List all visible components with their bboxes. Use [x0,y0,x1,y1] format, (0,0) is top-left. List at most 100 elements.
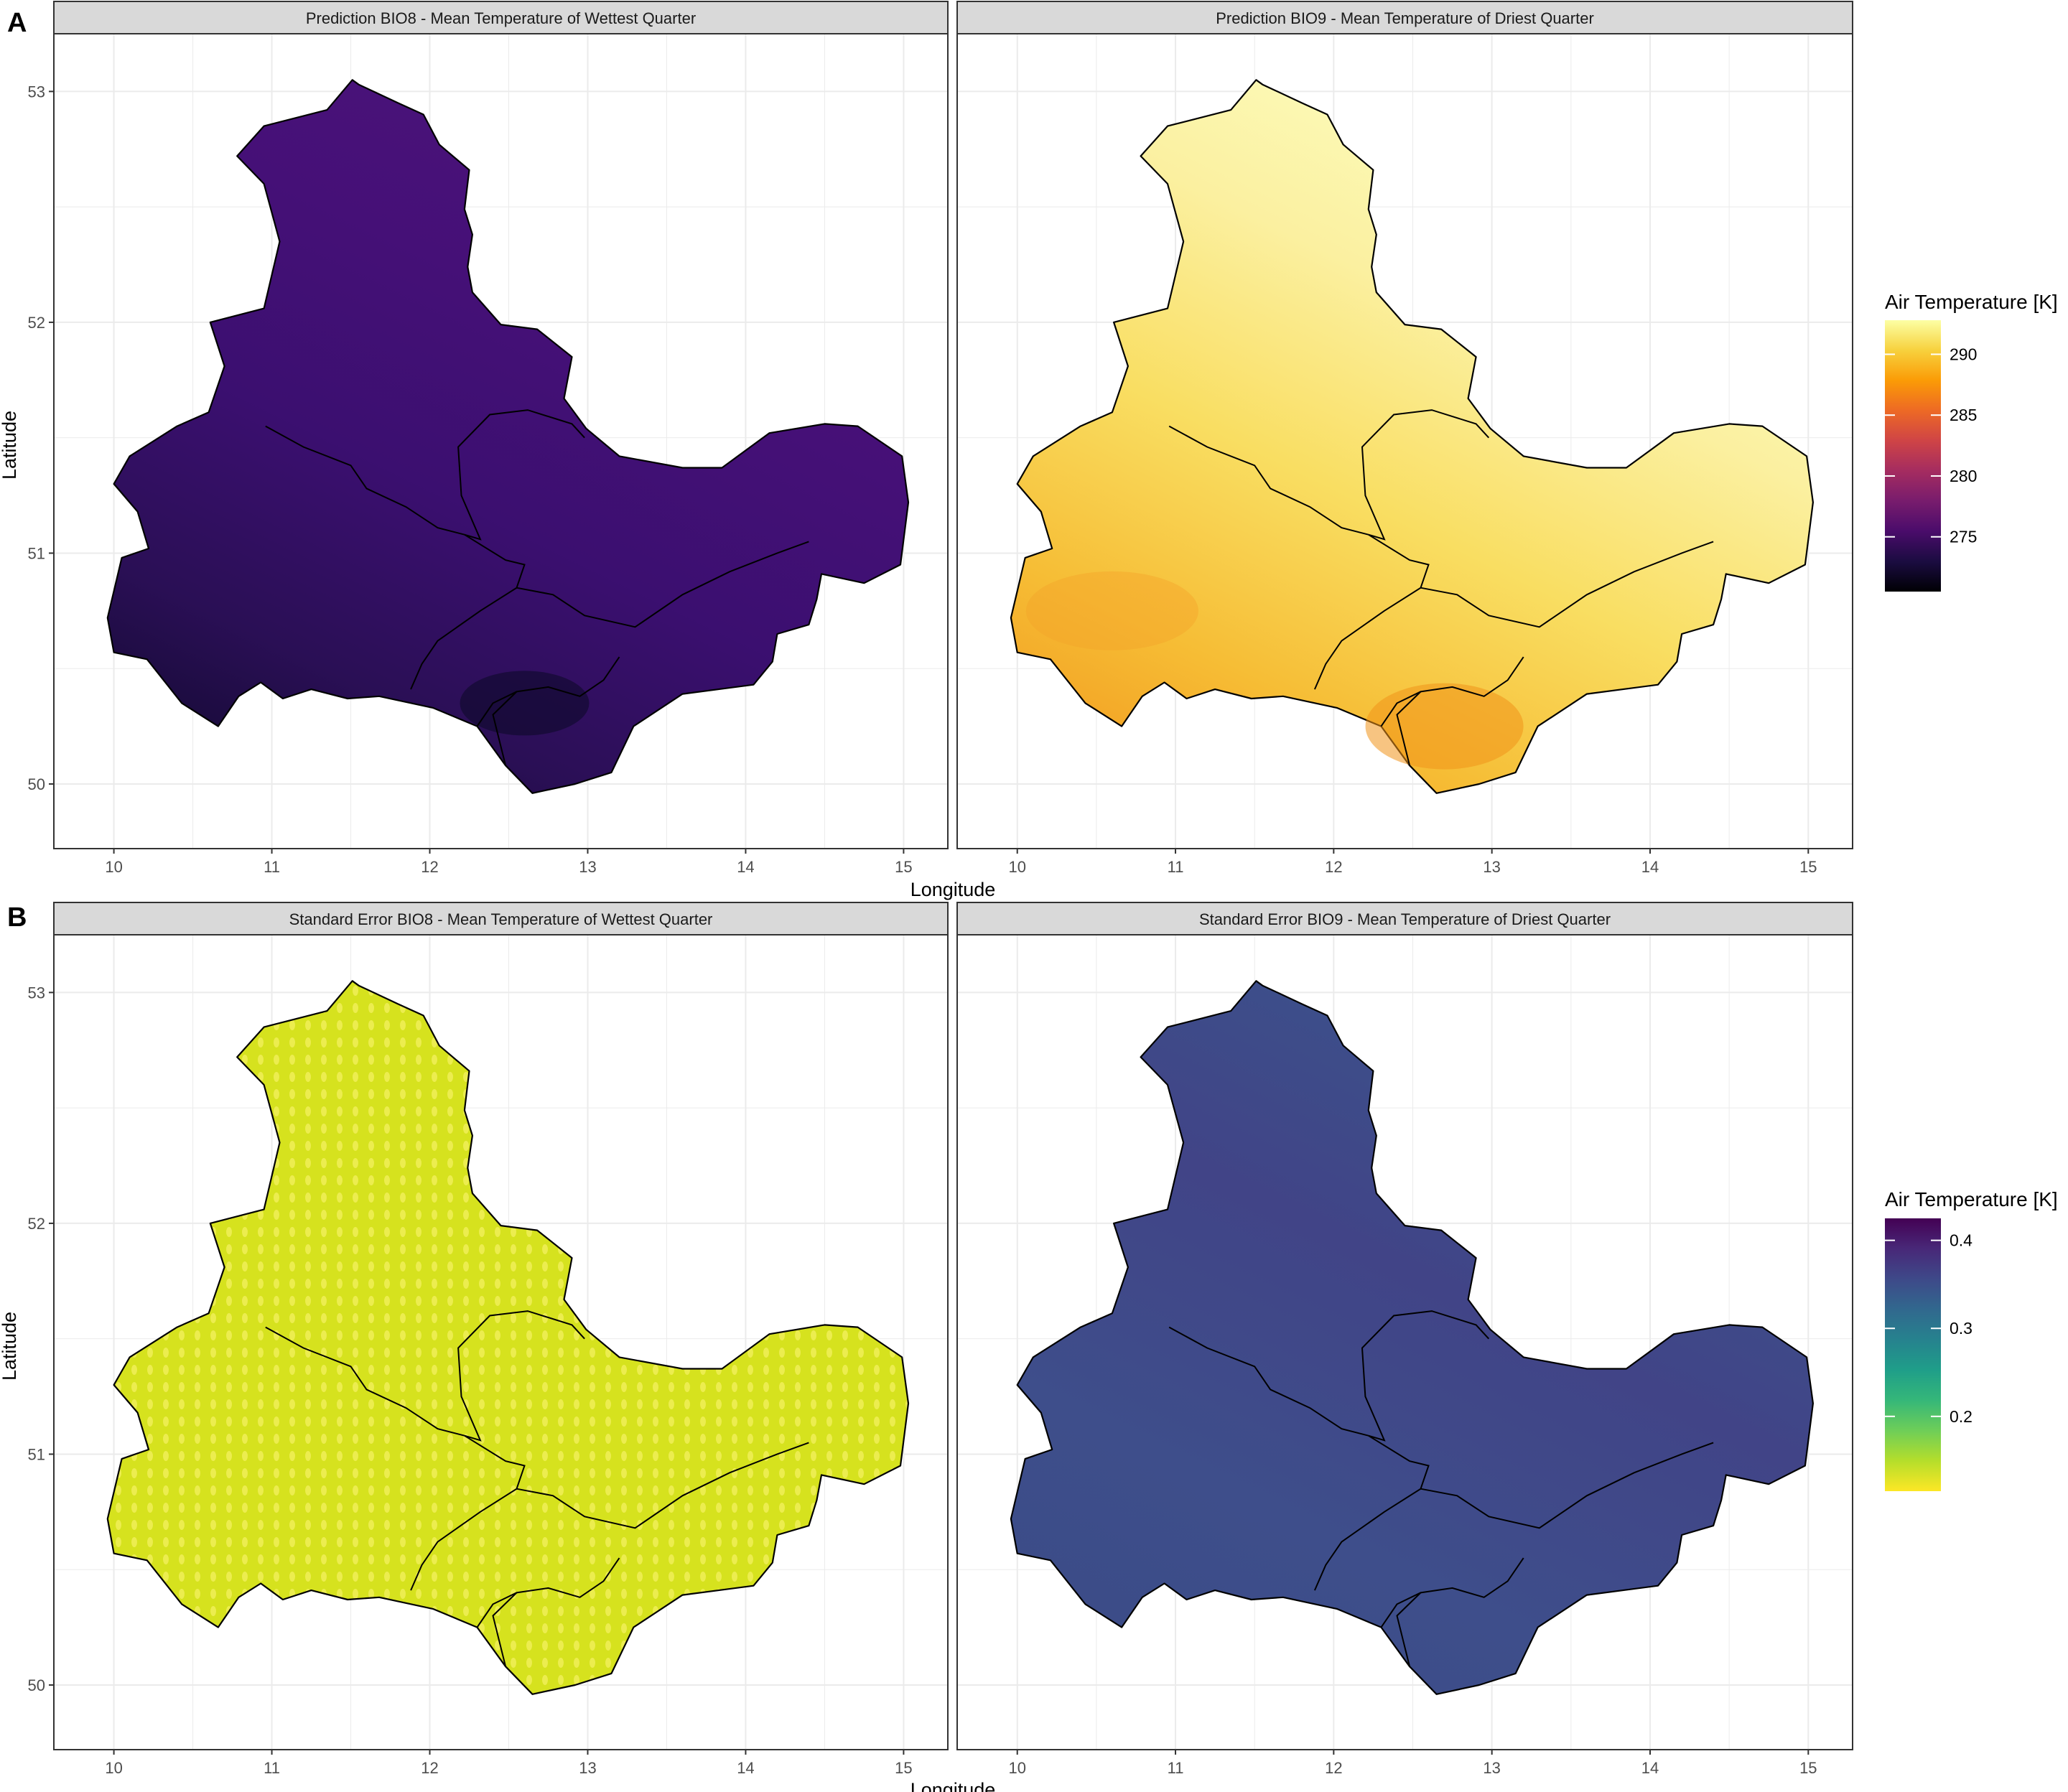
state-border [410,1434,526,1591]
legend-tick-label: 0.4 [1950,1231,1972,1250]
x-axis-title-bottom: Longitude [910,1779,996,1792]
x-tick-label: 13 [579,858,596,876]
y-tick-label: 53 [28,83,45,101]
map-panel-2: Prediction BIO9 - Mean Temperature of Dr… [956,1,1853,849]
x-tick-label: 12 [421,1759,438,1777]
panel-strip [956,902,1853,935]
axes-root: 10 11 12 13 14 15 50 51 52 53 10 11 12 13 14 15 10 11 12 13… [28,83,1817,1777]
x-tick-label: 14 [737,1759,754,1777]
state-border [476,1557,620,1628]
state-border [265,425,465,536]
panels-root: Prediction BIO8 - Mean Temperature of We… [53,1,1853,1750]
panel-title: Standard Error BIO9 - Mean Temperature o… [1199,910,1611,928]
state-border [410,533,526,690]
warm-patch [1365,683,1524,770]
colorbar [1885,320,1941,592]
panel-border [53,33,949,849]
x-tick-label: 15 [895,1759,912,1777]
legend-tick-label: 290 [1950,345,1977,363]
x-tick-label: 15 [1799,1759,1817,1777]
map-panel-3: Standard Error BIO8 - Mean Temperature o… [53,902,949,1750]
row-tag-b: B [7,902,27,933]
x-tick-label: 13 [1483,858,1500,876]
x-tick-label: 15 [1799,858,1817,876]
legend-tick-label: 285 [1950,406,1977,424]
y-axis-title-top: Latitude [0,411,20,480]
state-border [1361,409,1490,541]
x-tick-label: 10 [105,858,122,876]
row-tag-a: A [7,8,27,38]
region-fill [106,980,910,1695]
panel-border [956,33,1853,849]
x-tick-label: 10 [1008,858,1025,876]
region-fill [1010,79,1814,794]
y-tick-label: 50 [28,775,45,793]
colorbar-legend-1: Air Temperature [K] 290 285 280 275 [1885,291,2058,592]
x-tick-label: 14 [1641,858,1659,876]
state-border [1361,1310,1490,1442]
x-tick-label: 11 [1168,858,1184,876]
region-fill [106,79,910,794]
legend-title: Air Temperature [K] [1885,291,2058,313]
x-tick-label: 13 [579,1759,596,1777]
panel-border [53,934,949,1750]
panel-strip [53,902,949,935]
y-tick-label: 52 [28,1215,45,1233]
state-border [516,1442,809,1529]
y-tick-label: 51 [28,544,45,562]
state-border [1168,1326,1369,1437]
state-border [1380,1557,1524,1628]
x-tick-label: 11 [264,1759,280,1777]
state-border [457,1310,585,1442]
y-tick-label: 51 [28,1445,45,1463]
x-tick-label: 14 [1641,1759,1659,1777]
y-tick-label: 53 [28,984,45,1002]
panel-title: Prediction BIO8 - Mean Temperature of We… [306,9,696,27]
x-tick-label: 10 [105,1759,122,1777]
x-tick-label: 12 [1325,1759,1342,1777]
legend-tick-label: 280 [1950,467,1977,485]
x-tick-label: 11 [1168,1759,1184,1777]
x-tick-label: 10 [1008,1759,1025,1777]
map-panel-4: Standard Error BIO9 - Mean Temperature o… [956,902,1853,1750]
state-border [492,691,518,766]
legend-title: Air Temperature [K] [1885,1188,2058,1210]
state-border [1396,691,1422,766]
y-axis-title-bottom: Latitude [0,1312,20,1381]
map-panel-1: Prediction BIO8 - Mean Temperature of We… [53,1,949,849]
panel-border [956,934,1853,1750]
state-border [516,541,809,628]
x-tick-label: 14 [737,858,754,876]
warm-patch [1025,571,1198,650]
legend-tick-label: 275 [1950,528,1977,546]
state-border [1380,656,1524,727]
state-border [1420,1442,1714,1529]
legend-tick-label: 0.2 [1950,1407,1972,1426]
panel-strip [956,1,1853,34]
x-tick-label: 11 [264,858,280,876]
legend-tick-label: 0.3 [1950,1319,1972,1338]
panel-strip [53,1,949,34]
panel-title: Prediction BIO9 - Mean Temperature of Dr… [1216,9,1594,27]
cold-patch [460,671,590,736]
state-border [1168,425,1369,536]
state-border [476,656,620,727]
colorbar [1885,1218,1941,1491]
y-tick-label: 52 [28,314,45,332]
panel-title: Standard Error BIO8 - Mean Temperature o… [289,910,713,928]
state-border [1313,1434,1430,1591]
region-fill [1010,980,1814,1695]
y-tick-label: 50 [28,1676,45,1694]
x-axis-title-top: Longitude [910,879,996,900]
state-border [1420,541,1714,628]
x-tick-label: 12 [1325,858,1342,876]
state-border [1396,1592,1422,1667]
state-border [457,409,585,541]
x-tick-label: 13 [1483,1759,1500,1777]
state-border [492,1592,518,1667]
x-tick-label: 12 [421,858,438,876]
colorbar-legend-2: Air Temperature [K] 0.4 0.3 0.2 [1885,1188,2058,1491]
x-tick-label: 15 [895,858,912,876]
